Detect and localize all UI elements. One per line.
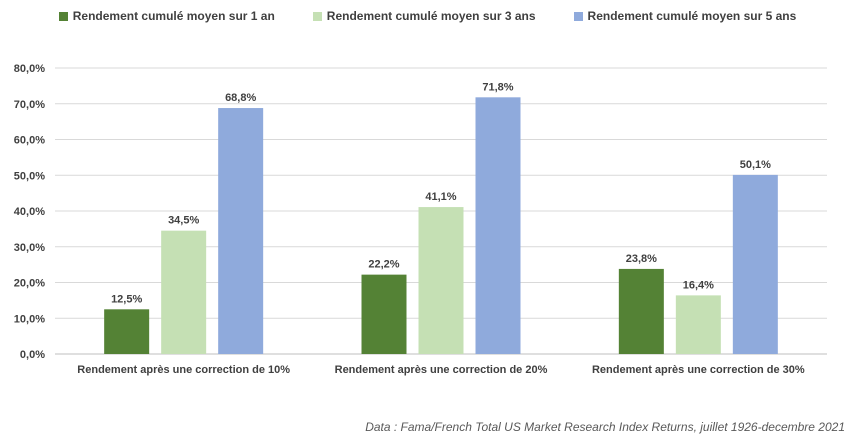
bar-data-label: 50,1%	[740, 159, 771, 171]
bar-data-label: 12,5%	[111, 293, 142, 305]
bar-data-label: 22,2%	[368, 259, 399, 271]
y-tick-label: 10,0%	[14, 313, 45, 325]
y-tick-label: 40,0%	[14, 206, 45, 218]
legend-label-1y: Rendement cumulé moyen sur 1 an	[72, 9, 275, 23]
y-tick-label: 0,0%	[20, 349, 45, 361]
legend-swatch-5y	[573, 11, 583, 21]
bar	[361, 274, 407, 354]
y-tick-label: 60,0%	[14, 135, 45, 147]
x-category-label: Rendement après une correction de 10%	[77, 364, 290, 376]
source-note: Data : Fama/French Total US Market Resea…	[365, 420, 845, 434]
bar	[618, 268, 664, 354]
legend-swatch-3y	[312, 11, 322, 21]
y-axis: 0,0% 10,0% 20,0% 30,0% 40,0% 50,0% 60,0% 70,0% 8…	[14, 63, 45, 361]
bar-data-label: 16,4%	[683, 279, 714, 291]
bar	[418, 207, 464, 354]
y-tick-label: 30,0%	[14, 242, 45, 254]
x-category-label: Rendement après une correction de 30%	[592, 364, 805, 376]
bar	[675, 295, 721, 354]
y-tick-label: 80,0%	[14, 63, 45, 75]
bar-data-label: 41,1%	[425, 191, 456, 203]
y-tick-label: 50,0%	[14, 170, 45, 182]
legend-item-1y: Rendement cumulé moyen sur 1 an	[58, 9, 275, 23]
bar	[732, 174, 778, 354]
y-tick-label: 20,0%	[14, 278, 45, 290]
bar-data-label: 23,8%	[626, 253, 657, 265]
bar	[161, 230, 207, 354]
x-axis: Rendement après une correction de 10% Ren…	[77, 364, 805, 376]
bars: 12,5% 34,5% 68,8% 22,2% 41,1% 71,8% 23,8% 16,4%…	[104, 81, 778, 354]
bar	[218, 108, 264, 354]
chart-legend: Rendement cumulé moyen sur 1 an Rendemen…	[0, 9, 855, 23]
y-tick-label: 70,0%	[14, 99, 45, 111]
bar-data-label: 68,8%	[225, 92, 256, 104]
legend-label-3y: Rendement cumulé moyen sur 3 ans	[326, 9, 536, 23]
bar-data-label: 71,8%	[482, 81, 513, 93]
bar	[475, 97, 521, 354]
legend-item-3y: Rendement cumulé moyen sur 3 ans	[312, 9, 536, 23]
legend-item-5y: Rendement cumulé moyen sur 5 ans	[573, 9, 797, 23]
bar	[104, 309, 150, 354]
legend-swatch-1y	[58, 11, 68, 21]
x-category-label: Rendement après une correction de 20%	[335, 364, 548, 376]
bar-data-label: 34,5%	[168, 215, 199, 227]
legend-label-5y: Rendement cumulé moyen sur 5 ans	[587, 9, 797, 23]
